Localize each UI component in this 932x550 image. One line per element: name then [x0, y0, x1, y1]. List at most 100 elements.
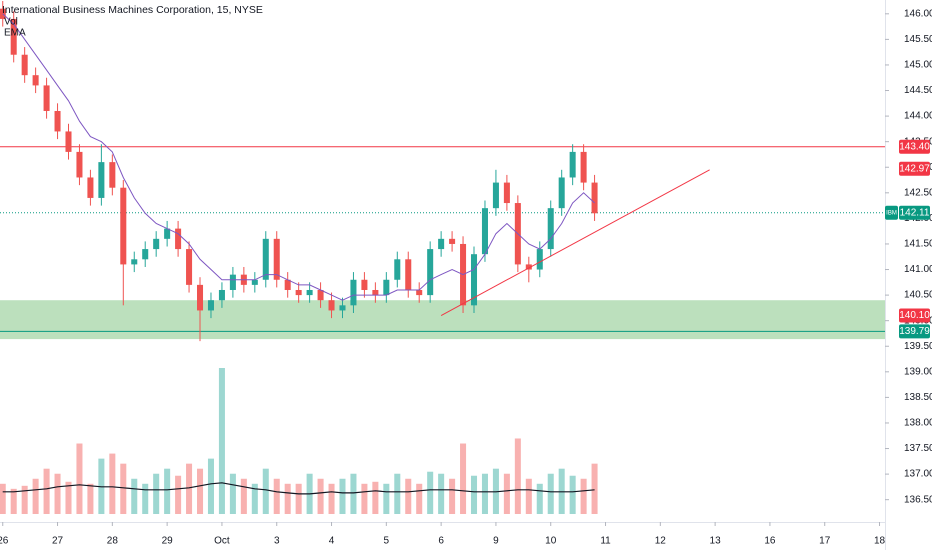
x-tick-label: 29: [162, 536, 174, 547]
chart-title: International Business Machines Corporat…: [2, 4, 263, 16]
volume-bar: [569, 475, 576, 514]
candle-body: [449, 238, 456, 244]
indicator-label: EMA: [4, 28, 26, 39]
volume-bar: [229, 473, 236, 514]
ema-line: [2, 13, 595, 301]
candle-body: [481, 208, 488, 255]
volume-bar: [481, 473, 488, 514]
volume-bar: [197, 468, 204, 514]
y-tick-label: 144.50: [904, 85, 932, 96]
candle-body: [87, 177, 94, 198]
y-tick-label: 138.00: [904, 418, 932, 429]
x-tick-label: 9: [493, 536, 499, 547]
candle-body: [98, 162, 105, 198]
candle-body: [76, 151, 83, 178]
candle-body: [416, 289, 423, 296]
candle-body: [470, 254, 478, 306]
price-badge-label: 142.97: [899, 163, 930, 174]
price-badge: [899, 324, 930, 339]
x-tick-label: 16: [764, 536, 776, 547]
candle-body: [536, 249, 543, 270]
y-tick-label: 144.00: [904, 111, 932, 122]
candle-body: [492, 182, 499, 209]
volume-bar: [536, 483, 543, 514]
volume-bar: [120, 463, 127, 514]
volume-bar: [449, 478, 456, 514]
candle-body: [21, 54, 28, 76]
candle-body: [142, 249, 149, 260]
candle-body: [54, 110, 61, 132]
x-tick-label: 12: [655, 536, 667, 547]
symbol-badge-label: IBM: [886, 210, 897, 216]
volume-bar: [164, 468, 171, 514]
candle-body: [569, 151, 576, 178]
candle-body: [503, 182, 510, 204]
y-tick-label: 139.00: [904, 366, 932, 377]
candle-body: [328, 300, 335, 311]
volume-bar: [591, 463, 598, 514]
volume-bar: [405, 478, 412, 514]
y-tick-label: 136.50: [904, 494, 932, 505]
candle-body: [218, 289, 225, 301]
volume-bar: [218, 368, 225, 514]
x-tick-label: 6: [438, 536, 444, 547]
candle-body: [350, 279, 357, 306]
volume-bar: [54, 473, 61, 514]
volume-bar: [394, 473, 401, 514]
candle-body: [65, 131, 72, 152]
x-tick-label: 17: [819, 536, 831, 547]
y-tick-label: 145.50: [904, 34, 932, 45]
candle-body: [383, 279, 390, 296]
candle-body: [438, 238, 445, 250]
volume-bar: [470, 475, 478, 514]
volume-bar: [207, 458, 214, 514]
volume-bar: [328, 483, 335, 514]
volume-bar: [109, 453, 116, 514]
volume-bar: [240, 478, 247, 514]
candle-body: [339, 305, 346, 311]
volume-bar: [153, 473, 160, 514]
candle-body: [10, 18, 17, 55]
volume-bar: [416, 483, 423, 514]
candle-body: [273, 238, 280, 280]
volume-bar: [460, 443, 467, 514]
volume-bar: [142, 483, 149, 514]
indicator-label: Vol: [4, 17, 18, 28]
candle-body: [131, 259, 138, 265]
candle-body: [153, 238, 160, 250]
price-badge-label: 140.10: [899, 310, 930, 321]
candle-body: [207, 300, 214, 311]
candle-body: [306, 289, 313, 296]
x-tick-label: 13: [710, 536, 722, 547]
volume-bar: [65, 481, 72, 514]
trend-line: [440, 169, 710, 316]
x-tick-label: 28: [107, 536, 119, 547]
volume-bar: [383, 483, 390, 514]
candle-body: [361, 279, 368, 290]
candle-body: [186, 249, 193, 285]
volume-bar: [21, 485, 28, 514]
x-tick-label: 3: [274, 536, 280, 547]
candle-body: [32, 75, 39, 86]
volume-bar: [503, 473, 510, 514]
candle-body: [394, 259, 401, 280]
volume-bar: [76, 443, 83, 514]
price-badge: [899, 139, 930, 154]
price-badge-label: 139.79: [899, 326, 930, 337]
price-badge: [899, 308, 930, 323]
candle-body: [262, 238, 269, 280]
y-tick-label: 141.00: [904, 264, 932, 275]
volume-bar: [175, 475, 182, 514]
candle-body: [317, 289, 324, 301]
volume-bar: [438, 473, 445, 514]
plot-area: [0, 1, 885, 514]
x-tick-label: Oct: [214, 536, 230, 547]
x-tick-label: 5: [384, 536, 390, 547]
volume-bar: [350, 473, 357, 514]
y-tick-label: 137.00: [904, 469, 932, 480]
candle-body: [197, 284, 204, 311]
volume-bar: [273, 478, 280, 514]
candle-body: [295, 289, 302, 296]
support-zone: [0, 300, 885, 340]
